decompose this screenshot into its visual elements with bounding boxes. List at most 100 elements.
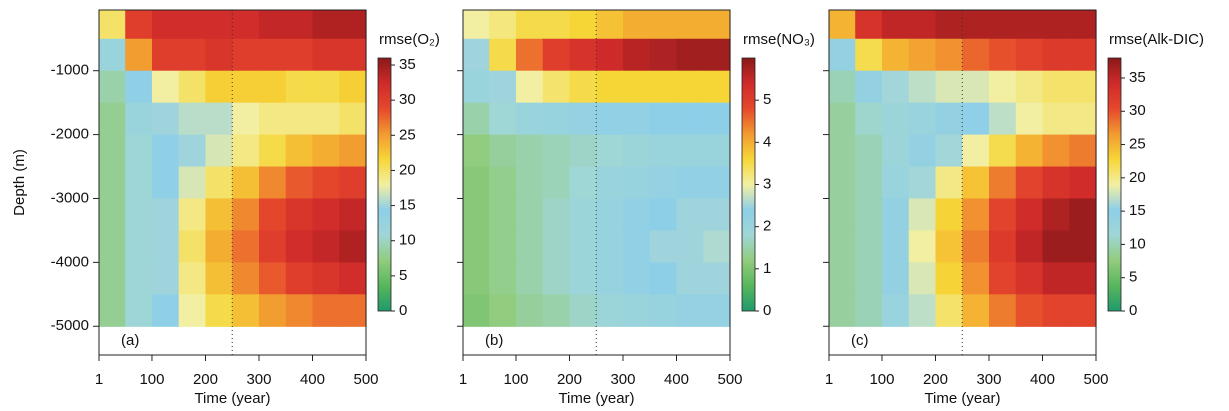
heatmap-cell [1015,70,1044,104]
heatmap-cell [258,70,287,104]
heatmap-cell [312,134,340,168]
x-tick-label: 500 [353,371,378,388]
heatmap-cell [339,38,367,72]
heatmap-cell [285,102,314,136]
heatmap-cell [1042,10,1070,40]
heatmap-cell [1015,102,1044,136]
heatmap-cell [232,198,260,232]
heatmap-cell [542,230,571,263]
heatmap-cell [935,134,963,168]
heatmap-cell [178,134,207,168]
heatmap-cell [596,262,624,295]
heatmap-cell [622,262,651,295]
heatmap-cell [622,230,651,263]
heatmap-cell [312,262,340,295]
heatmap-cell [178,102,207,136]
heatmap-cell [1042,166,1070,200]
colorbar-tick-label: 4 [763,133,771,150]
heatmap-cell [1042,294,1070,327]
heatmap-cell [339,70,367,104]
heatmap-cell [232,230,260,263]
heatmap-cell [1015,38,1044,72]
heatmap-cell [542,134,571,168]
heatmap-cell [1069,102,1097,136]
heatmap-cell [829,102,856,136]
heatmap-cell [649,262,678,295]
heatmap-cell [988,262,1017,295]
colorbar-tick-label: 0 [399,302,407,319]
colorbar-tick-label: 10 [1129,235,1146,252]
heatmap-cell [988,38,1017,72]
heatmap-cell [489,262,517,295]
heatmap-cell [125,294,153,327]
heatmap-cell [258,10,287,40]
heatmap-cell [855,134,883,168]
heatmap-cell [1015,166,1044,200]
panel-label: (a) [121,332,139,349]
heatmap-cell [178,198,207,232]
heatmap-cell [962,262,990,295]
heatmap-cell [542,70,571,104]
heatmap-cell [596,38,624,72]
heatmap-cell [99,10,126,40]
x-tick-label: 300 [610,371,635,388]
heatmap-cell [881,294,910,327]
heatmap-cell [676,134,704,168]
heatmap-cell [339,134,367,168]
heatmap-cell [463,38,490,72]
heatmap-cell [515,294,544,327]
heatmap-cell [99,294,126,327]
heatmap-cell [881,230,910,263]
heatmap-cell [232,70,260,104]
colorbar-title: rmse(NO₃) [743,31,815,48]
colorbar-tick-label: 5 [399,267,407,284]
heatmap-cell [596,102,624,136]
heatmap-cell [962,10,990,40]
heatmap-cell [569,262,597,295]
x-tick-label: 200 [193,371,218,388]
heatmap-cell [151,70,180,104]
colorbar-tick-label: 30 [399,91,416,108]
y-axis-label: Depth (m) [11,149,28,216]
heatmap-cell [151,262,180,295]
heatmap-cell [285,198,314,232]
heatmap-cell [232,102,260,136]
heatmap-cell [881,10,910,40]
heatmap-cell [542,102,571,136]
heatmap-cell [829,262,856,295]
heatmap-cell [703,134,731,168]
heatmap-cell [855,102,883,136]
heatmap-cell [151,38,180,72]
heatmap-cell [489,134,517,168]
plot-frame [462,9,731,356]
colorbar-tick-label: 5 [763,91,771,108]
heatmap-cell [1015,10,1044,40]
heatmap-cell [703,230,731,263]
colorbar-tick-label: 15 [399,197,416,214]
heatmap-cell [125,38,153,72]
heatmap-cell [676,262,704,295]
heatmap-cell [285,262,314,295]
heatmap-cell [489,70,517,104]
heatmap-cell [178,38,207,72]
heatmap-cell [881,70,910,104]
heatmap-cell [596,294,624,327]
heatmap-cell [962,294,990,327]
heatmap-cell [489,166,517,200]
heatmap-cell [829,134,856,168]
colorbar-tick-label: 25 [1129,136,1146,153]
heatmap-cell [908,70,937,104]
heatmap-cell [649,10,678,40]
heatmap-cell [1042,262,1070,295]
x-tick-label: 200 [923,371,948,388]
heatmap-cell [285,10,314,40]
heatmap-cell [988,134,1017,168]
heatmap-cell [99,198,126,232]
heatmap-cell [99,38,126,72]
x-tick-label: 1 [459,371,467,388]
x-tick-label: 300 [976,371,1001,388]
heatmap-cell [125,134,153,168]
heatmap-cell [99,134,126,168]
heatmap-cell [312,38,340,72]
heatmap-cell [596,166,624,200]
